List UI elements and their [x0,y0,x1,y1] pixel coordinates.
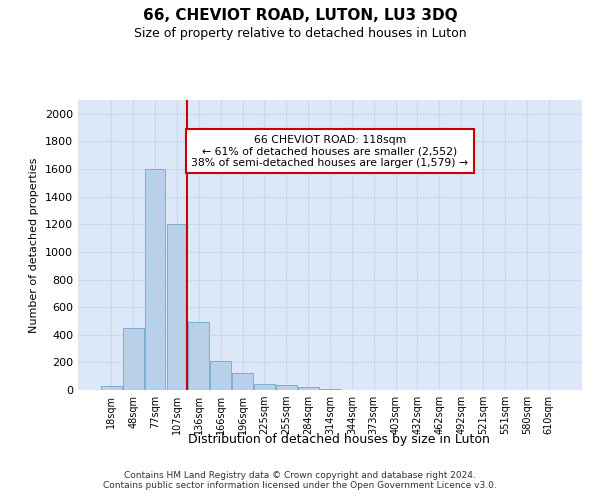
Bar [167,224,187,390]
Bar [123,328,143,390]
Bar [254,384,275,390]
Bar [276,385,296,390]
Text: 66, CHEVIOT ROAD, LUTON, LU3 3DQ: 66, CHEVIOT ROAD, LUTON, LU3 3DQ [143,8,457,22]
Bar [101,386,122,390]
Bar [320,388,340,390]
Y-axis label: Number of detached properties: Number of detached properties [29,158,40,332]
Bar [210,361,231,390]
Bar [232,372,253,390]
Text: 66 CHEVIOT ROAD: 118sqm
← 61% of detached houses are smaller (2,552)
38% of semi: 66 CHEVIOT ROAD: 118sqm ← 61% of detache… [191,135,469,168]
Bar [145,169,166,390]
Text: Contains HM Land Registry data © Crown copyright and database right 2024.
Contai: Contains HM Land Registry data © Crown c… [103,470,497,490]
Text: Size of property relative to detached houses in Luton: Size of property relative to detached ho… [134,28,466,40]
Bar [298,387,319,390]
Bar [188,322,209,390]
Text: Distribution of detached houses by size in Luton: Distribution of detached houses by size … [188,432,490,446]
